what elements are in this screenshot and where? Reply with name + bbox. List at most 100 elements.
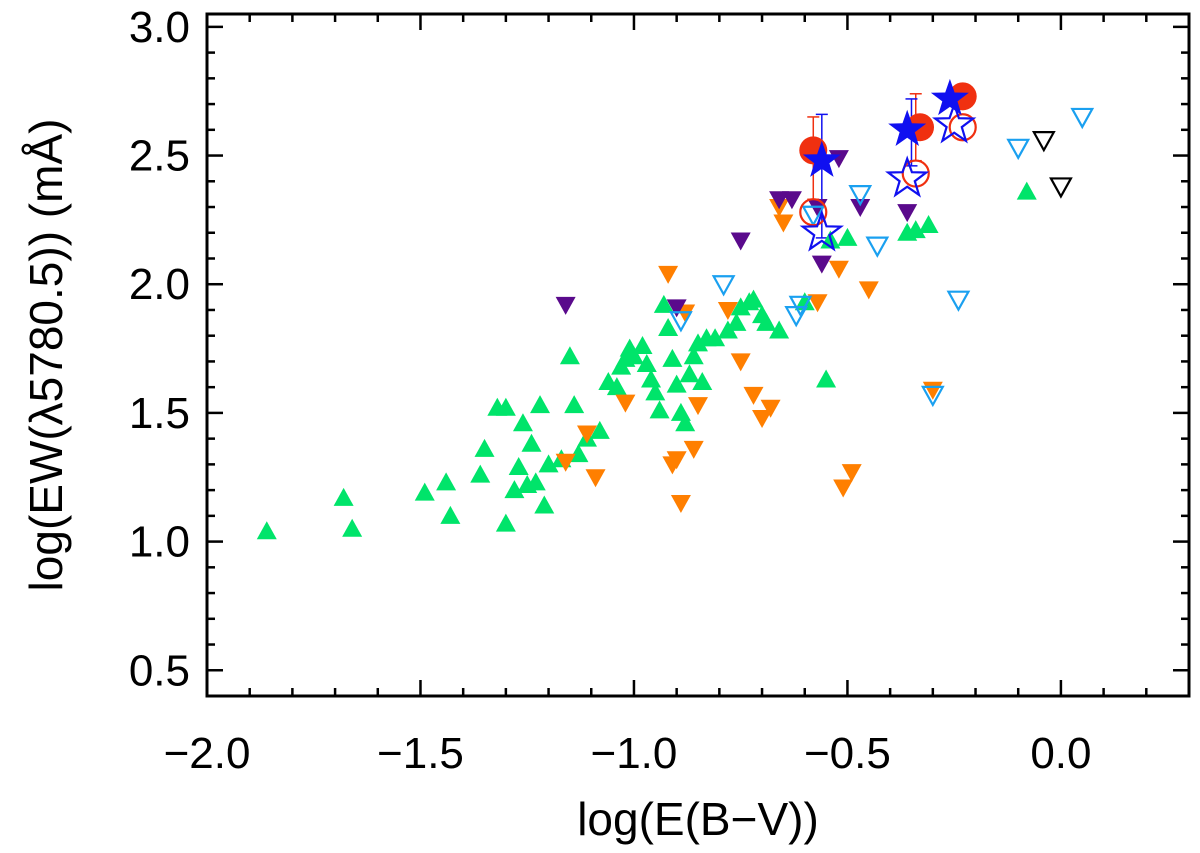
blue-open-star-point (799, 209, 844, 252)
blue-open-star-point (885, 155, 930, 198)
blue-open-star-point (932, 101, 977, 144)
green-filled-triangle-point (521, 433, 542, 452)
orange-filled-down-triangle-point (841, 464, 862, 483)
y-tick-label: 1.5 (129, 389, 190, 438)
purple-filled-down-triangle-point (666, 299, 687, 318)
lightblue-open-down-triangle-point (1070, 107, 1095, 130)
green-filled-triangle-point (1016, 181, 1037, 200)
y-tick-label: 2.0 (129, 260, 190, 309)
axis-ticks (205, 14, 1191, 696)
green-filled-triangle-point (564, 395, 585, 414)
lightblue-open-down-triangle-point (669, 311, 693, 333)
green-filled-triangle-point (333, 487, 354, 506)
x-tick-label: −2.0 (164, 729, 251, 778)
orange-filled-down-triangle-point (807, 294, 828, 313)
green-filled-triangle-point (538, 454, 559, 473)
green-filled-triangle-point (495, 513, 516, 532)
purple-filled-down-triangle-point (781, 191, 802, 210)
purple-filled-down-triangle-point (769, 191, 790, 210)
green-filled-triangle-point (662, 348, 683, 367)
orange-filled-down-triangle-point (688, 397, 708, 416)
red-open-circle-point (948, 113, 977, 142)
lightblue-open-down-triangle-point (1006, 138, 1031, 161)
orange-filled-down-triangle-point (858, 281, 879, 300)
purple-filled-down-triangle-point (730, 232, 751, 251)
red-open-circle-point (799, 198, 828, 227)
green-filled-triangle-point (918, 215, 939, 234)
green-filled-triangle-point (645, 382, 666, 401)
orange-filled-down-triangle-point (828, 260, 849, 279)
green-filled-triangle-point (743, 289, 764, 308)
orange-filled-down-triangle-point (555, 453, 576, 472)
green-filled-triangle-point (508, 456, 529, 475)
x-tick-label: −0.5 (804, 729, 891, 778)
green-filled-triangle-point (589, 420, 610, 439)
plot-frame (205, 12, 1191, 698)
green-filled-triangle-point (512, 413, 533, 432)
orange-filled-down-triangle-point (717, 301, 738, 320)
orange-filled-down-triangle-point (658, 265, 679, 284)
x-axis-label: log(E(B−V)) (577, 793, 819, 845)
green-filled-triangle-point (769, 320, 790, 339)
orange-filled-down-triangle-point (773, 214, 794, 233)
green-filled-triangle-point (559, 346, 580, 365)
green-filled-triangle-point (653, 294, 674, 313)
lightblue-open-down-triangle-point (801, 205, 826, 228)
orange-filled-down-triangle-point (760, 399, 781, 418)
orange-filled-down-triangle-point (743, 386, 764, 405)
green-filled-triangle-point (414, 482, 435, 501)
purple-filled-down-triangle-point (897, 204, 918, 223)
orange-filled-down-triangle-point (576, 425, 597, 444)
green-filled-triangle-point (794, 292, 815, 311)
purple-filled-down-triangle-point (850, 199, 871, 218)
orange-filled-down-triangle-point (670, 494, 691, 513)
green-filled-triangle-point (534, 495, 555, 514)
green-filled-triangle-point (436, 472, 457, 491)
green-filled-triangle-point (530, 395, 551, 414)
green-filled-triangle-point (632, 335, 653, 354)
y-tick-label: 1.0 (129, 518, 190, 567)
black-open-down-triangle-point (1049, 177, 1073, 199)
green-filled-triangle-point (495, 397, 516, 416)
purple-filled-down-triangle-point (555, 296, 576, 315)
x-tick-label: −1.5 (377, 729, 464, 778)
green-filled-triangle-point (688, 333, 708, 352)
green-filled-triangle-point (470, 464, 491, 483)
data-markers (256, 78, 1095, 540)
green-filled-triangle-point (474, 438, 495, 457)
y-tick-label: 2.5 (129, 132, 190, 181)
green-filled-triangle-point (726, 312, 747, 331)
green-filled-triangle-point (675, 413, 696, 432)
green-filled-triangle-point (440, 505, 461, 524)
blue-filled-star-point (888, 109, 927, 146)
green-filled-triangle-point (905, 220, 926, 239)
orange-filled-down-triangle-point (833, 479, 854, 498)
orange-filled-down-triangle-point (615, 394, 636, 413)
green-filled-triangle-point (683, 346, 704, 365)
green-filled-triangle-point (641, 369, 662, 388)
lightblue-open-down-triangle-point (788, 295, 813, 318)
green-filled-triangle-point (504, 480, 525, 499)
lightblue-open-down-triangle-point (946, 290, 971, 312)
orange-filled-down-triangle-point (683, 440, 704, 459)
green-filled-triangle-point (666, 374, 687, 393)
green-filled-triangle-point (756, 312, 777, 331)
green-filled-triangle-point (649, 400, 670, 419)
green-filled-triangle-point (623, 346, 644, 365)
green-filled-triangle-point (636, 354, 657, 373)
lightblue-open-down-triangle-point (920, 385, 945, 408)
blue-filled-star-point (802, 140, 841, 177)
y-tick-label: 3.0 (129, 3, 190, 52)
y-tick-label: 0.5 (129, 646, 190, 695)
purple-filled-down-triangle-point (811, 255, 832, 274)
blue-filled-star-point (930, 78, 969, 116)
green-filled-triangle-point (837, 227, 858, 246)
lightblue-open-down-triangle-point (848, 185, 873, 207)
lightblue-open-down-triangle-point (865, 236, 890, 258)
orange-filled-down-triangle-point (730, 353, 751, 372)
green-filled-triangle-point (658, 317, 679, 336)
green-filled-triangle-point (692, 372, 713, 391)
orange-filled-down-triangle-point (752, 410, 773, 429)
green-filled-triangle-point (525, 472, 546, 491)
